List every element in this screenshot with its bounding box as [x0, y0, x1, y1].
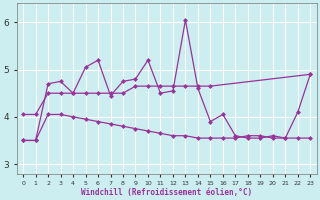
- X-axis label: Windchill (Refroidissement éolien,°C): Windchill (Refroidissement éolien,°C): [81, 188, 252, 197]
